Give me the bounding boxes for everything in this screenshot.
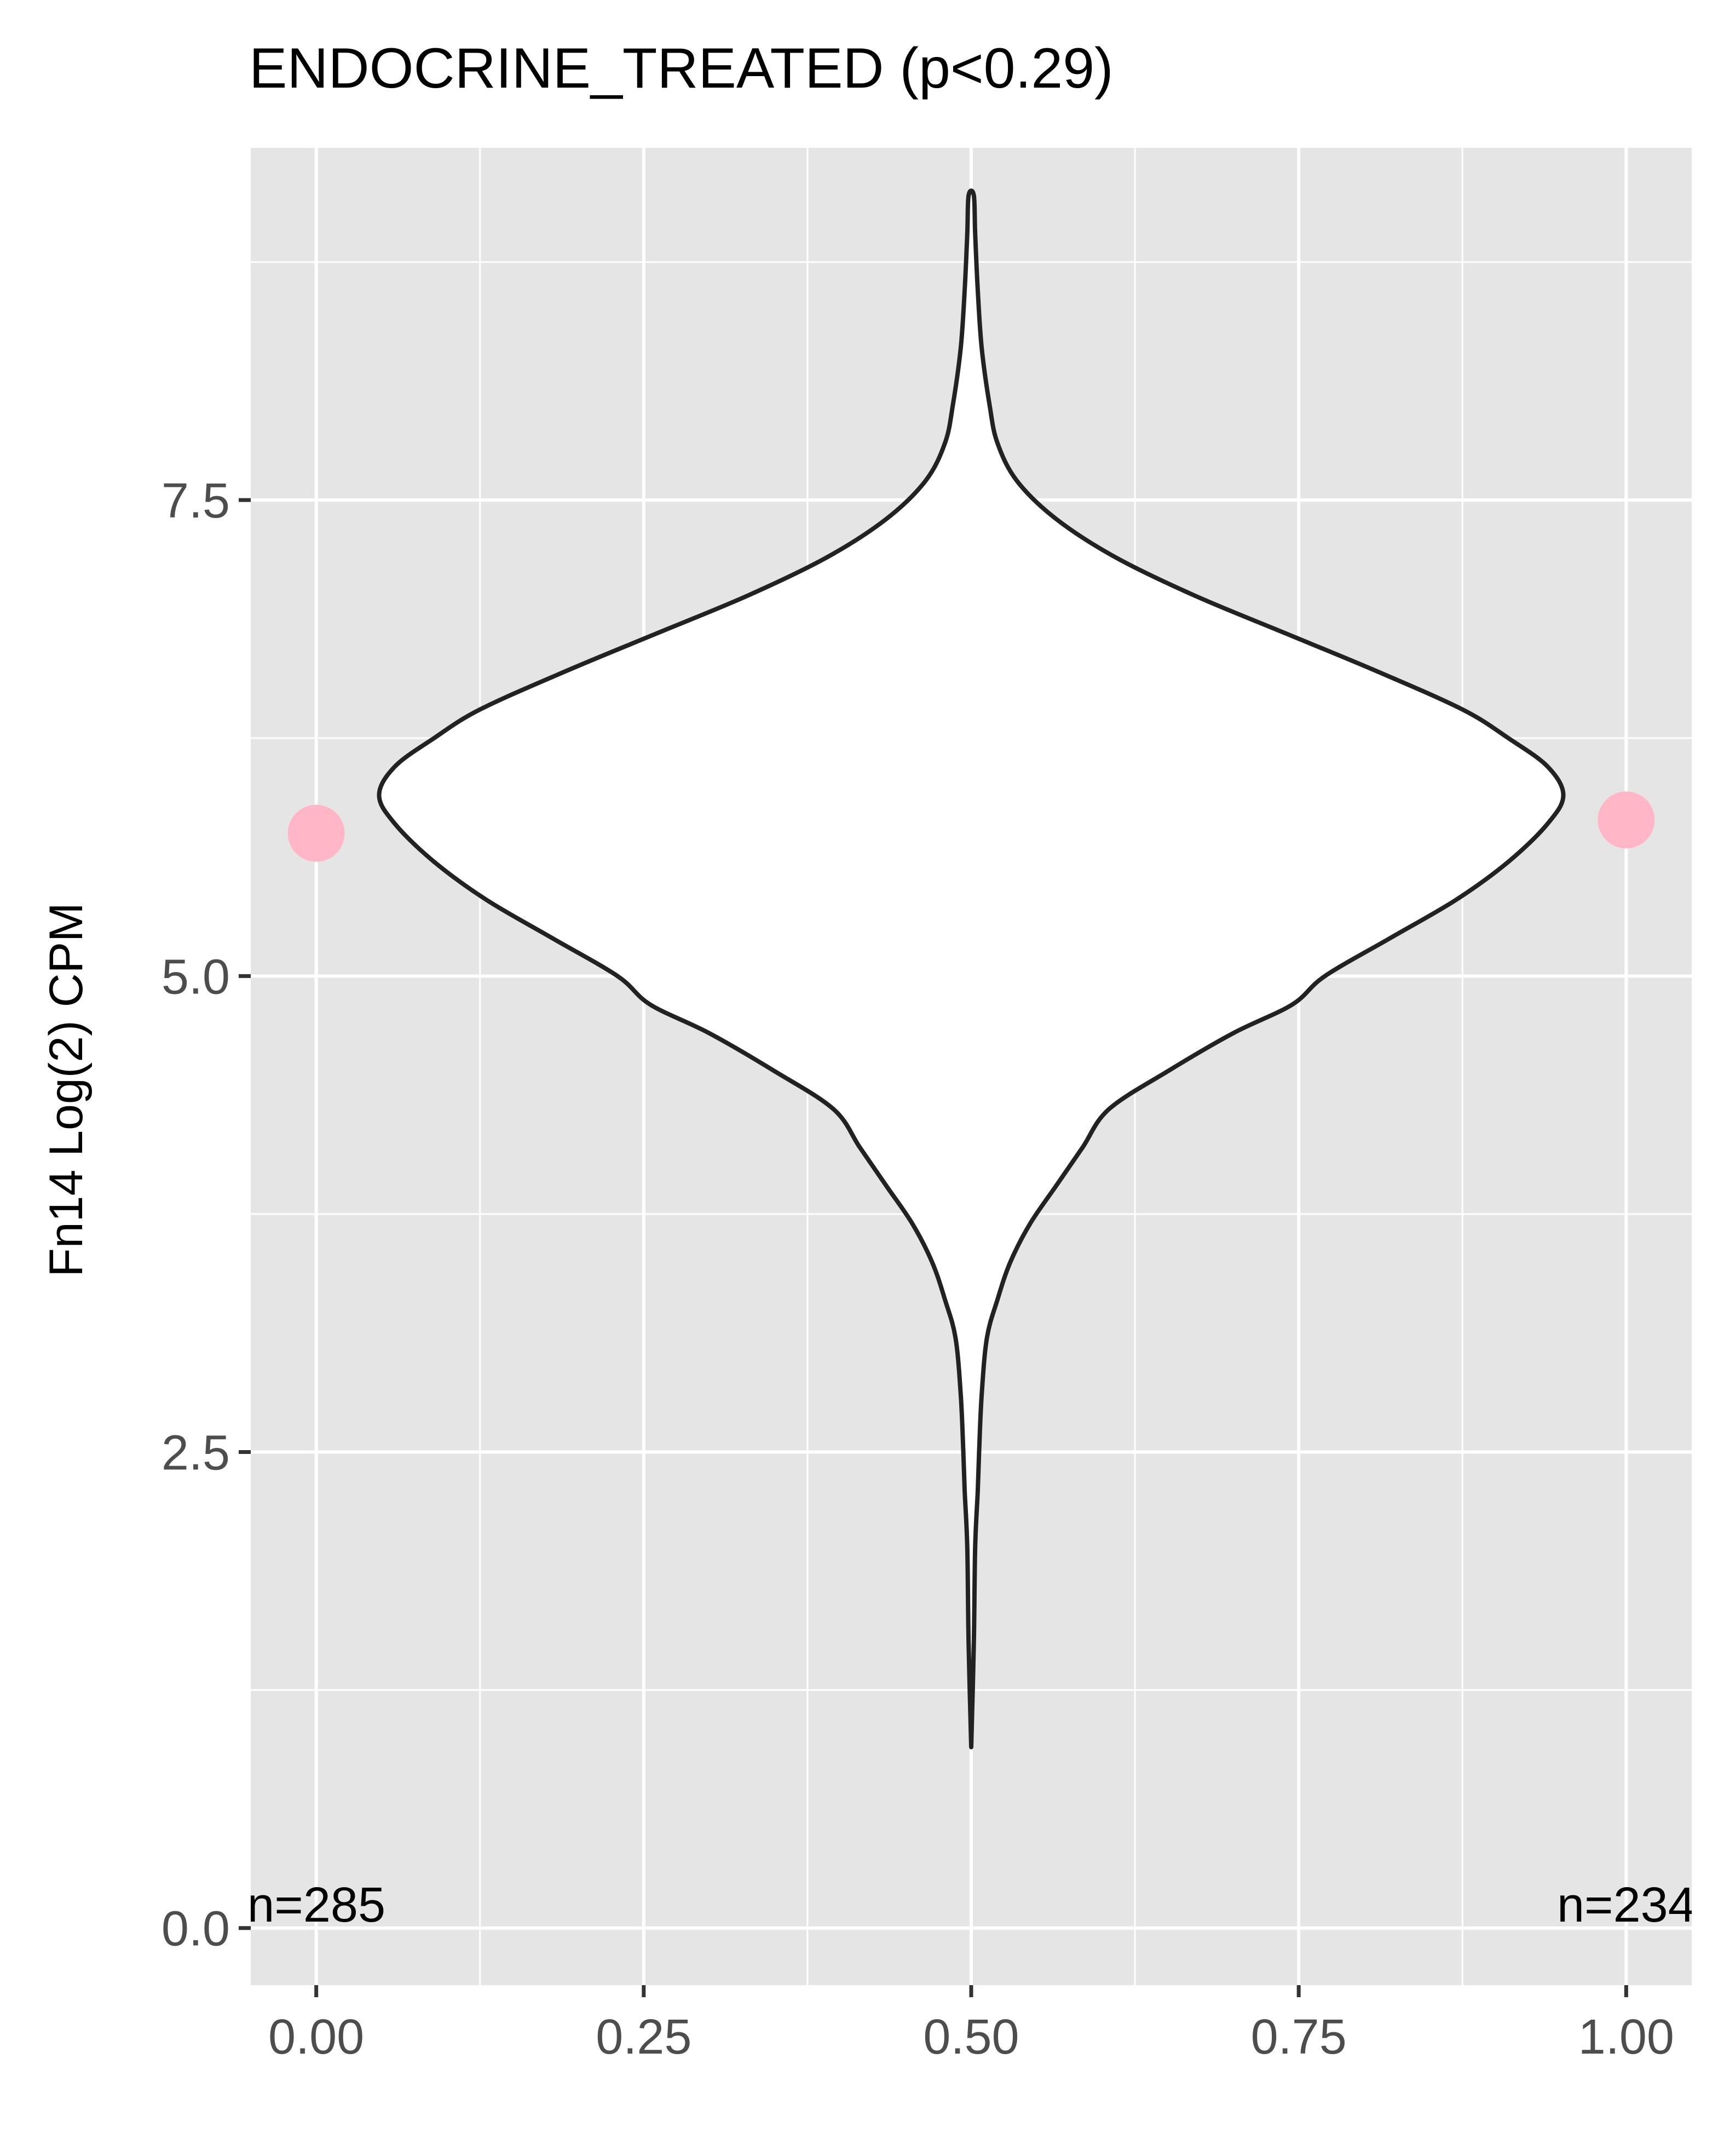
data-point-2	[1598, 791, 1655, 849]
x-tick-label: 0.75	[1251, 2010, 1347, 2065]
violin-shape	[377, 188, 1566, 1750]
y-tick-label: 5.0	[162, 950, 230, 1004]
annotation-group: n=285 n=234	[247, 1878, 1696, 1933]
x-tick-label: 0.25	[596, 2010, 691, 2065]
y-tick-label: 0.0	[162, 1902, 230, 1957]
x-tick-label: 0.50	[923, 2010, 1019, 2065]
x-tick-label: 0.00	[268, 2010, 364, 2065]
point-layer	[287, 791, 1655, 862]
count-label-2: n=234	[1557, 1878, 1696, 1933]
y-axis-label: Fn14 Log(2) CPM	[40, 902, 93, 1277]
annotation-layer: n=285 n=234	[247, 1878, 1696, 1933]
chart-title: ENDOCRINE_TREATED (p<0.29)	[249, 37, 1114, 100]
x-tick-label: 1.00	[1578, 2010, 1674, 2065]
data-point-1	[287, 804, 345, 862]
y-tick-label: 2.5	[162, 1426, 230, 1481]
count-label-1: n=285	[247, 1878, 385, 1933]
y-tick-label: 7.5	[162, 474, 230, 528]
violin-layer	[377, 188, 1566, 1750]
axes: 0.00 0.25 0.50 0.75 1.00 0.0 2.5 5.0 7.5	[162, 474, 1674, 2065]
